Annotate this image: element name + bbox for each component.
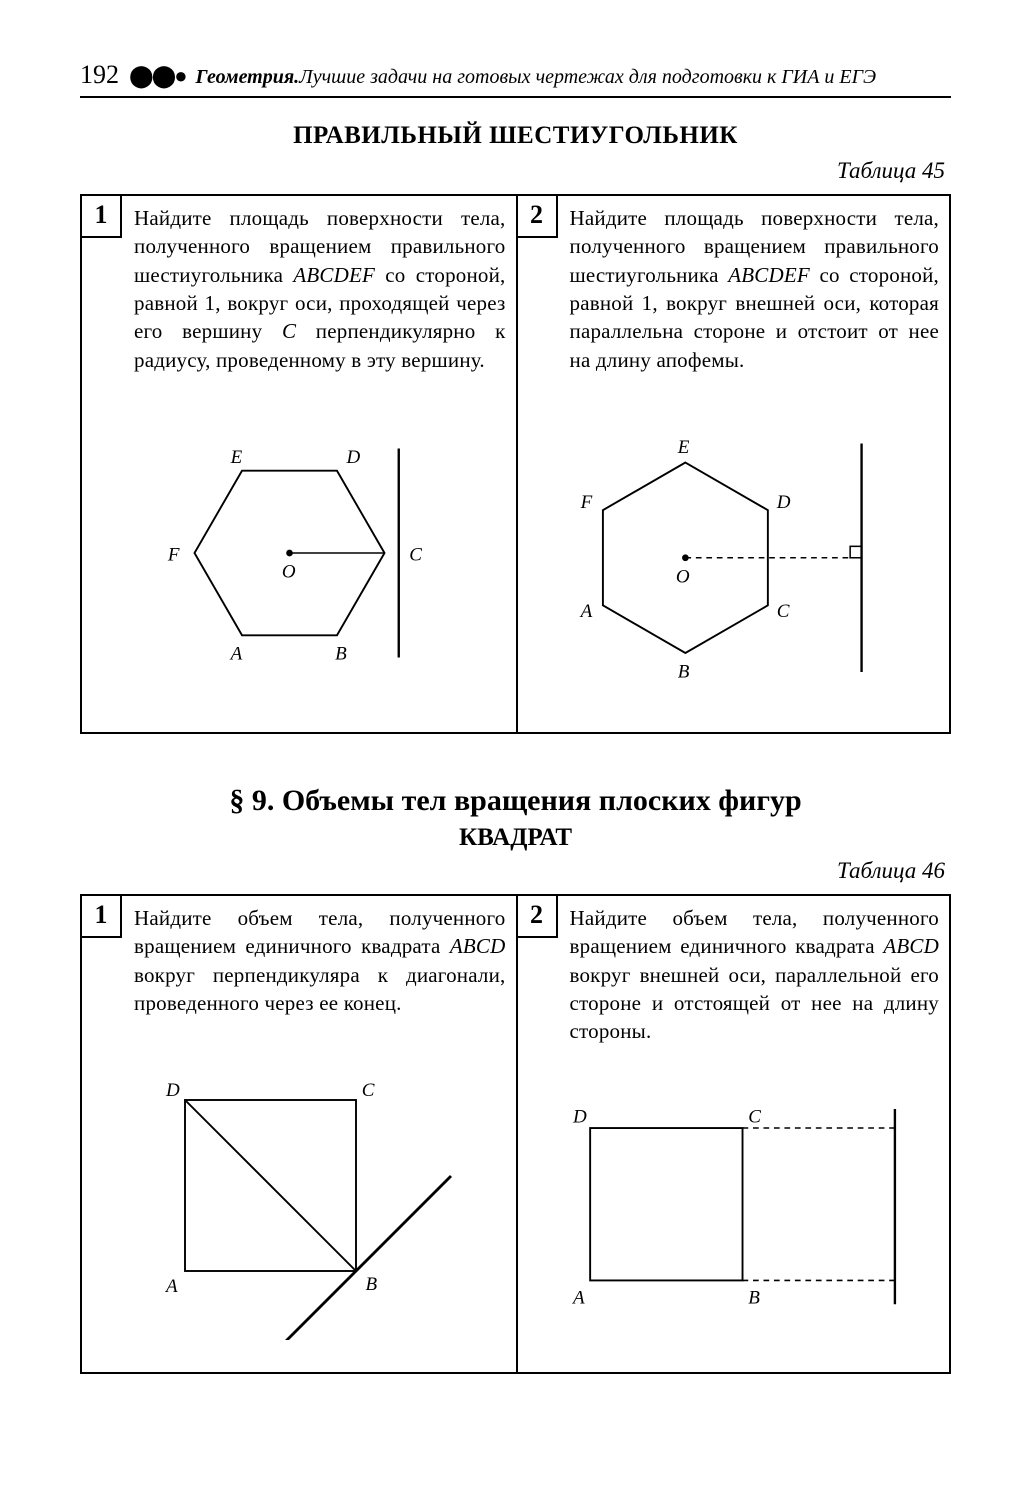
running-head: 192 ⬤⬤● Геометрия. Лучшие задачи на гото… xyxy=(80,60,951,90)
vertex-label: C xyxy=(361,1080,374,1101)
running-head-rest: Лучшие задачи на готовых чертежах для по… xyxy=(299,66,876,89)
figure-46-1: D C B A xyxy=(82,1023,516,1372)
figure-45-1: D E F A B C O xyxy=(82,380,516,732)
page: 192 ⬤⬤● Геометрия. Лучшие задачи на гото… xyxy=(0,0,1031,1500)
topic-title-45: ПРАВИЛЬНЫЙ ШЕСТИУГОЛЬНИК xyxy=(80,122,951,150)
vertex-label: C xyxy=(409,545,422,566)
vertex-label: C xyxy=(777,601,790,622)
vertex-label: A xyxy=(571,1287,585,1308)
figure-45-2: E D C B A F O xyxy=(518,380,950,732)
section-9-title: § 9. Объемы тел вращения плоских фигур xyxy=(80,784,951,818)
vertex-label: F xyxy=(167,545,180,566)
center-label: O xyxy=(282,562,296,583)
text-italic: ABCD xyxy=(883,934,939,958)
running-head-bold: Геометрия. xyxy=(196,66,300,89)
vertex-label: B xyxy=(365,1274,377,1295)
vertex-label: D xyxy=(776,492,791,513)
problem-number: 2 xyxy=(518,896,558,938)
figure-46-2: D C B A xyxy=(518,1052,950,1372)
vertex-label: B xyxy=(335,643,347,664)
bullets-icon: ⬤⬤● xyxy=(129,63,186,89)
center-label: O xyxy=(676,567,690,588)
table-45-cell-2: 2 Найдите площадь поверхности тела, полу… xyxy=(516,196,950,732)
vertex-label: F xyxy=(580,492,593,513)
problem-number: 1 xyxy=(82,196,122,238)
page-number: 192 xyxy=(80,60,119,90)
table-45-cell-1: 1 Найдите площадь поверхности тела, полу… xyxy=(82,196,516,732)
table-46-cell-1: 1 Найдите объем тела, полученного вращен… xyxy=(82,896,516,1372)
vertex-label: D xyxy=(572,1106,587,1127)
vertex-label: B xyxy=(748,1287,760,1308)
vertex-label: C xyxy=(748,1106,761,1127)
problem-text: Найдите объем тела, полученного вращение… xyxy=(122,896,516,1023)
problem-text: Найдите площадь поверхности тела, получе… xyxy=(558,196,950,380)
topic-title-46: КВАДРАТ xyxy=(80,824,951,852)
vertex-label: B xyxy=(678,662,690,683)
table-45: 1 Найдите площадь поверхности тела, полу… xyxy=(80,194,951,734)
text-italic: C xyxy=(282,319,296,343)
table-46-label: Таблица 46 xyxy=(80,858,945,884)
text-italic: ABCDEF xyxy=(728,263,810,287)
text-part: вокруг внешней оси, параллельной его сто… xyxy=(570,963,940,1044)
problem-number: 1 xyxy=(82,896,122,938)
text-part: вокруг перпендикуляра к диагонали, прове… xyxy=(134,963,506,1015)
text-italic: ABCD xyxy=(450,934,506,958)
vertex-label: A xyxy=(228,643,242,664)
vertex-label: A xyxy=(579,601,593,622)
text-italic: ABCDEF xyxy=(293,263,375,287)
problem-text: Найдите объем тела, полученного вращение… xyxy=(558,896,950,1052)
vertex-label: D xyxy=(345,447,360,468)
vertex-label: E xyxy=(229,447,242,468)
vertex-label: D xyxy=(165,1080,180,1101)
vertex-label: A xyxy=(164,1276,178,1297)
vertex-label: E xyxy=(677,437,690,458)
problem-text: Найдите площадь поверхности тела, получе… xyxy=(122,196,516,380)
table-46-cell-2: 2 Найдите объем тела, полученного вращен… xyxy=(516,896,950,1372)
problem-number: 2 xyxy=(518,196,558,238)
header-rule xyxy=(80,96,951,98)
table-46: 1 Найдите объем тела, полученного вращен… xyxy=(80,894,951,1374)
table-45-label: Таблица 45 xyxy=(80,158,945,184)
